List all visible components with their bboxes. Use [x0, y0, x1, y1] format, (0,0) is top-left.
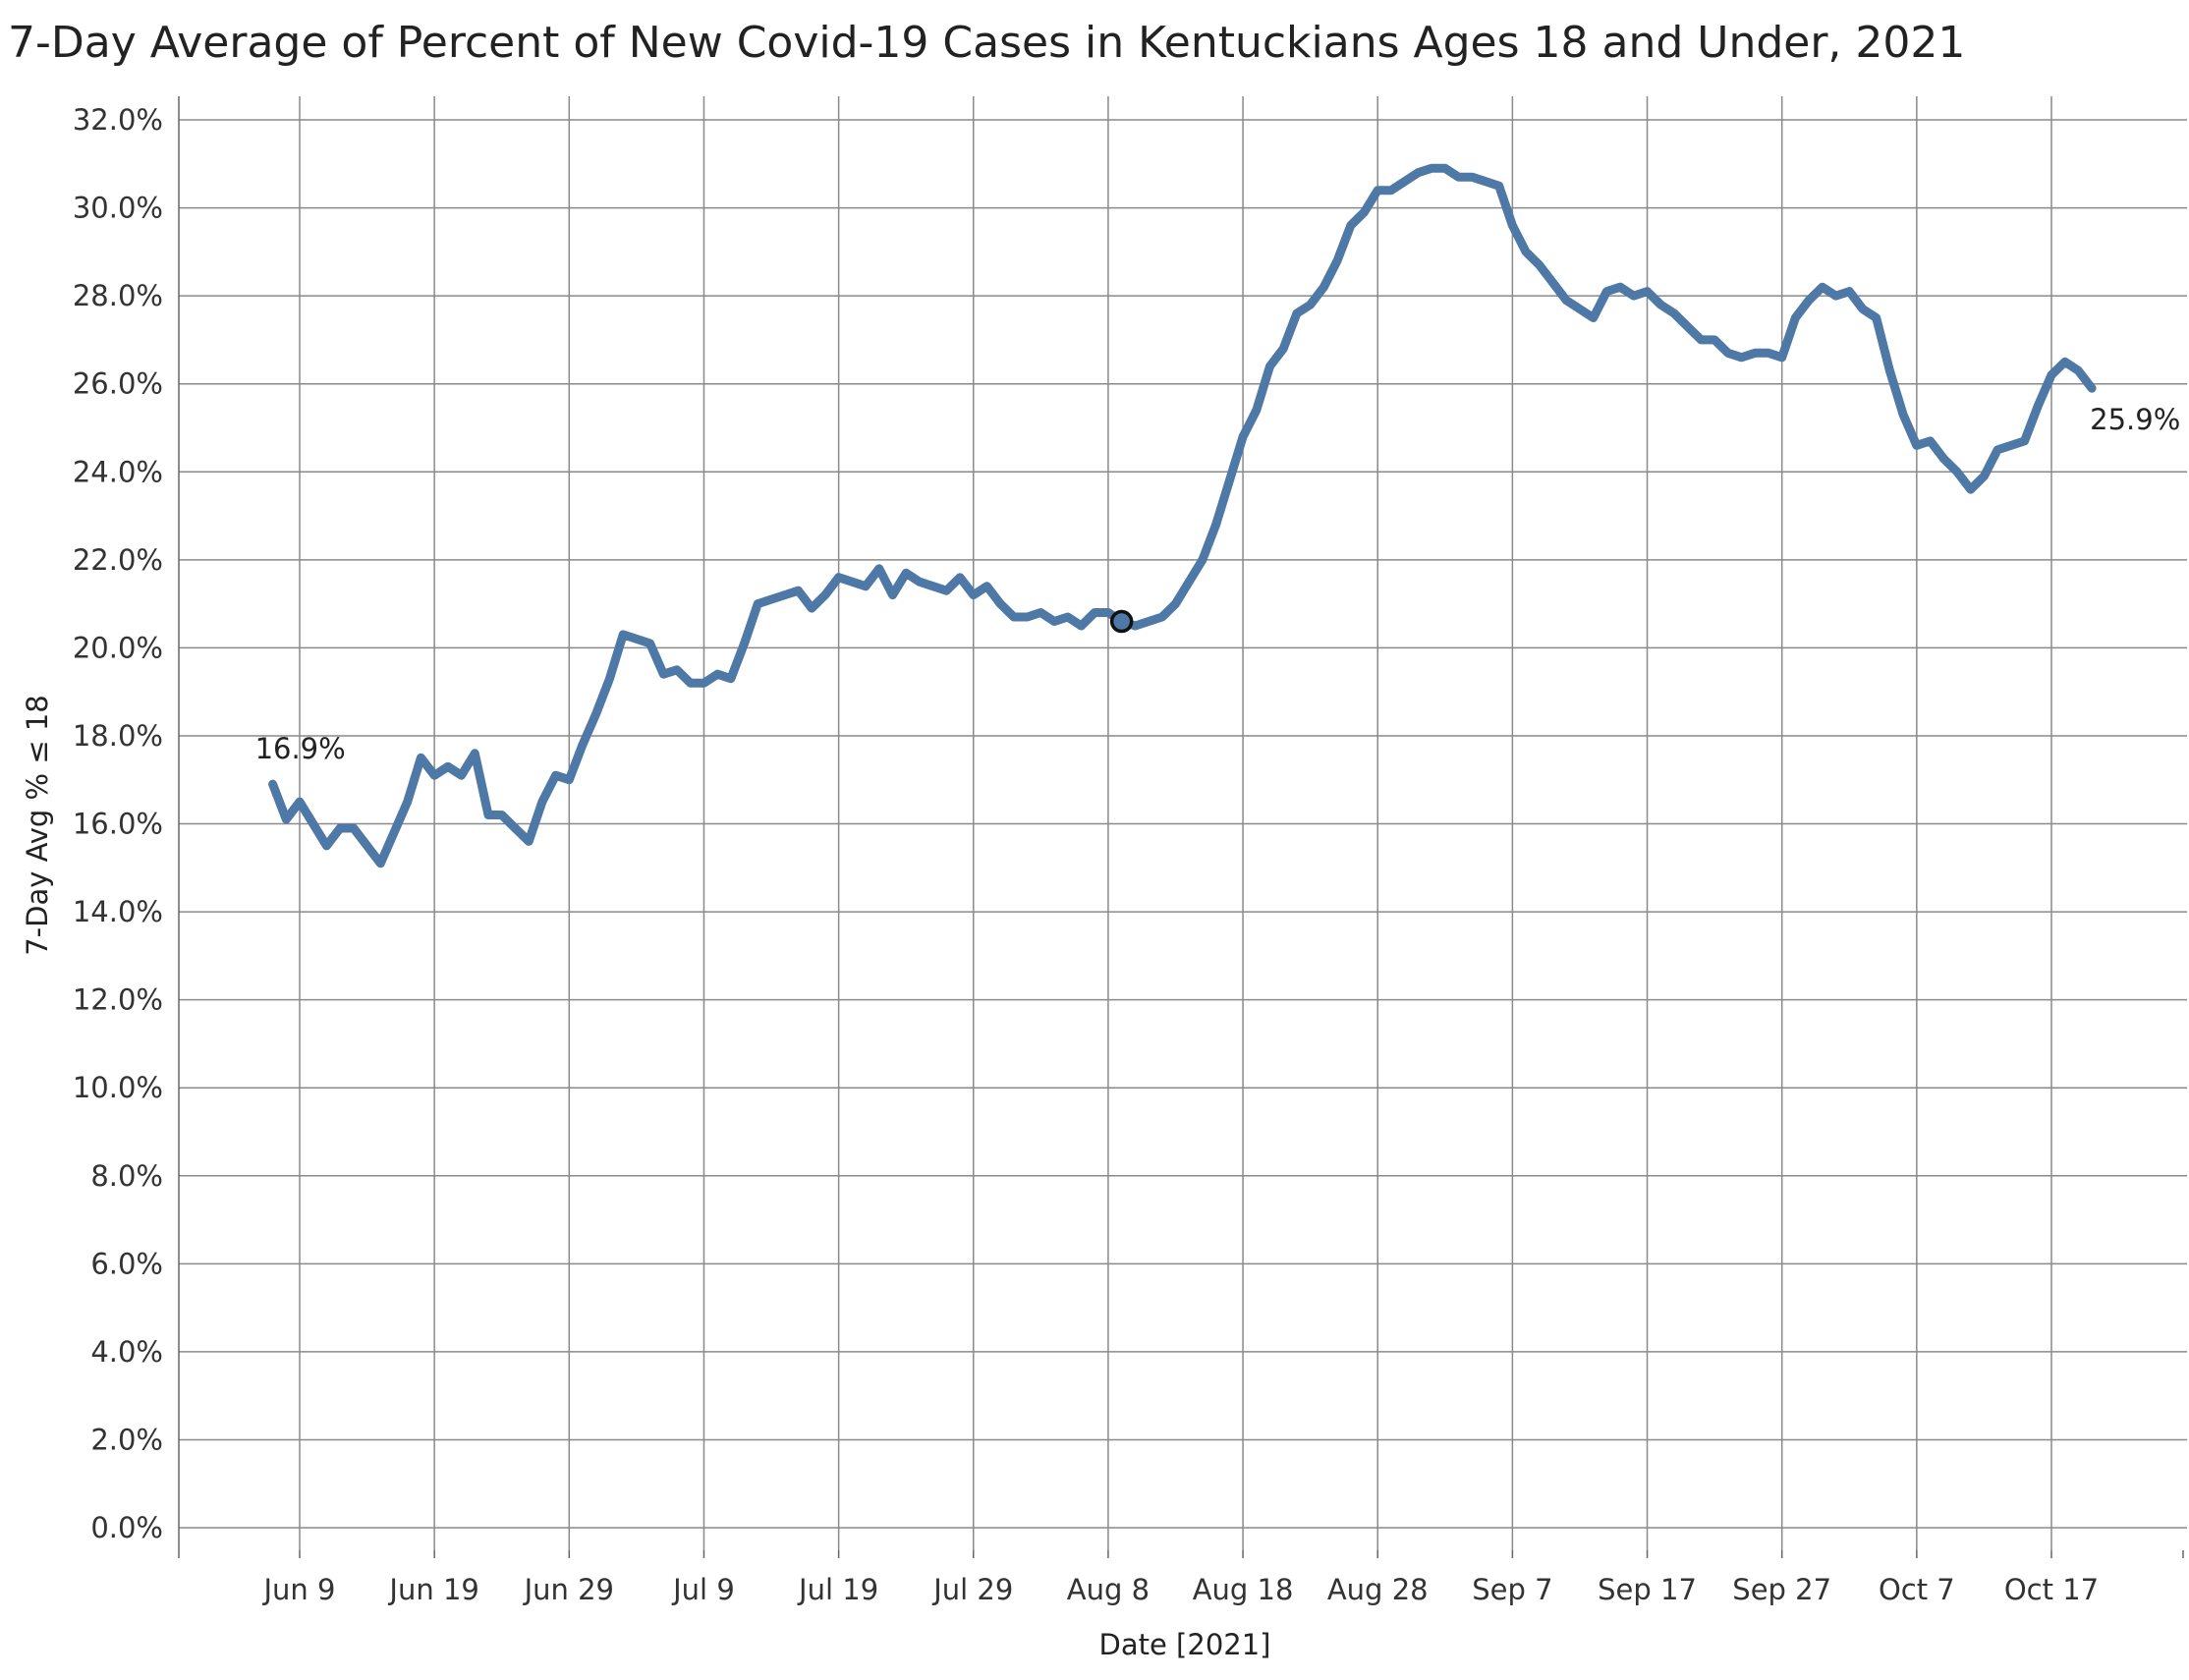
- y-axis-title: 7-Day Avg % ≤ 18: [21, 695, 54, 956]
- y-tick-labels: 0.0% 2.0% 4.0% 6.0% 8.0% 10.0% 12.0% 14.0% 16.0%…: [73, 103, 163, 1544]
- y-tick-label: 0.0%: [90, 1511, 163, 1544]
- x-tick-label: Jun 29: [523, 1573, 614, 1606]
- y-tick-label: 8.0%: [90, 1159, 163, 1193]
- y-tick-label: 2.0%: [90, 1423, 163, 1456]
- grid-lines: [179, 96, 2187, 1550]
- y-tick-label: 12.0%: [73, 983, 163, 1017]
- y-tick-label: 30.0%: [73, 192, 163, 225]
- x-tick-label: Sep 17: [1598, 1573, 1697, 1606]
- data-labels: 16.9% 25.9%: [255, 403, 2181, 765]
- y-tick-label: 26.0%: [73, 367, 163, 401]
- x-tick-label: Sep 27: [1732, 1573, 1831, 1606]
- y-tick-label: 18.0%: [73, 719, 163, 753]
- x-tick-label: Sep 7: [1472, 1573, 1552, 1606]
- series-line: [268, 163, 2097, 868]
- y-tick-label: 24.0%: [73, 455, 163, 488]
- y-tick-label: 20.0%: [73, 631, 163, 664]
- y-tick-label: 32.0%: [73, 103, 163, 137]
- chart-title: 7-Day Average of Percent of New Covid-19…: [8, 18, 1966, 68]
- x-tick-labels: Jun 9 Jun 19 Jun 29 Jul 9 Jul 19 Jul 29 Aug 8 A…: [262, 1573, 2100, 1606]
- axes: [178, 96, 2184, 1558]
- x-tick-label: Oct 17: [2004, 1573, 2099, 1606]
- y-tick-label: 16.0%: [73, 808, 163, 841]
- y-tick-label: 4.0%: [90, 1335, 163, 1369]
- x-tick-label: Jun 9: [262, 1573, 336, 1606]
- x-tick-label: Jun 19: [387, 1573, 478, 1606]
- x-tick-label: Aug 8: [1067, 1573, 1150, 1606]
- x-axis-title: Date [2021]: [1099, 1628, 1271, 1661]
- x-tick-label: Aug 28: [1327, 1573, 1429, 1606]
- x-tick-label: Aug 18: [1193, 1573, 1294, 1606]
- x-tick-label: Jul 9: [671, 1573, 735, 1606]
- last-value-label: 25.9%: [2090, 403, 2180, 436]
- y-tick-label: 10.0%: [73, 1071, 163, 1104]
- y-tick-label: 28.0%: [73, 279, 163, 312]
- x-tick-label: Oct 7: [1879, 1573, 1955, 1606]
- x-tick-label: Jul 19: [797, 1573, 878, 1606]
- x-tick-label: Jul 29: [931, 1573, 1013, 1606]
- first-value-label: 16.9%: [255, 732, 346, 765]
- series-layer: [268, 163, 2097, 868]
- highlight-point: [1109, 609, 1134, 634]
- y-tick-label: 14.0%: [73, 895, 163, 928]
- y-tick-label: 6.0%: [90, 1247, 163, 1280]
- y-tick-label: 22.0%: [73, 543, 163, 577]
